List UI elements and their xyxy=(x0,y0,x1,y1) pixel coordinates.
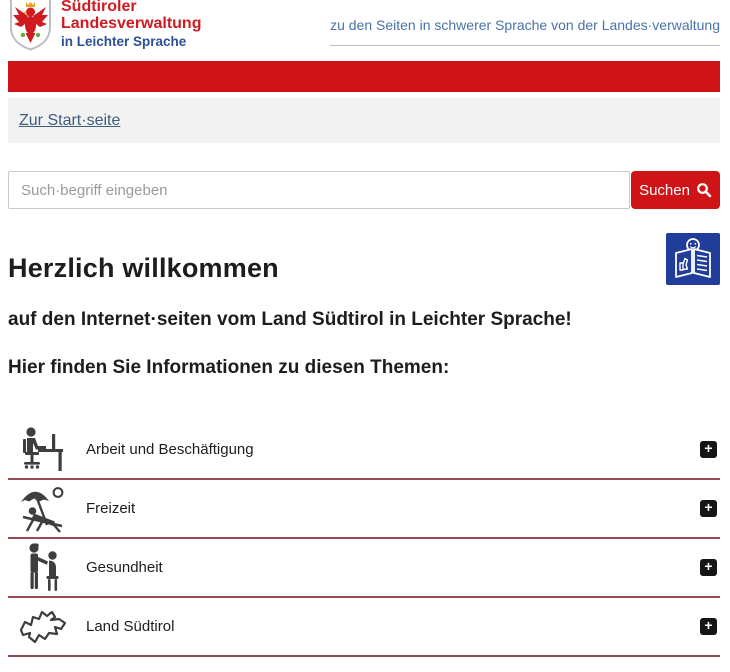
home-link[interactable]: Zur Start·seite xyxy=(19,111,121,129)
topic-row-land-suedtirol[interactable]: Land Südtirol + xyxy=(8,598,720,657)
topic-label: Freizeit xyxy=(86,500,136,517)
topic-row-arbeit[interactable]: Arbeit und Beschäftigung + xyxy=(8,421,720,480)
topics-intro: Hier finden Sie Informationen zu diesen … xyxy=(8,357,450,378)
search-button[interactable]: Suchen xyxy=(631,171,720,209)
search-icon xyxy=(697,183,712,198)
tyrolean-eagle-shield-icon xyxy=(10,0,51,51)
search-bar: Suchen xyxy=(8,171,720,209)
logo-line-2: Landesverwaltung xyxy=(61,15,202,33)
topic-label: Land Südtirol xyxy=(86,618,175,635)
beach-umbrella-icon xyxy=(16,485,70,533)
doctor-patient-icon xyxy=(16,542,70,593)
easy-to-read-logo-icon xyxy=(666,233,720,285)
topic-label: Gesundheit xyxy=(86,559,163,576)
breadcrumb-bar: Zur Start·seite xyxy=(8,98,720,143)
topic-list: Arbeit und Beschäftigung + Freizeit xyxy=(8,421,720,657)
site-logo-text: Südtiroler Landesverwaltung in Leichter … xyxy=(61,0,201,49)
red-divider-bar xyxy=(8,61,720,92)
page-subtitle: auf den Internet·seiten vom Land Südtiro… xyxy=(8,309,572,330)
search-button-label: Suchen xyxy=(639,181,690,199)
page: Südtiroler Landesverwaltung in Leichter … xyxy=(8,0,720,657)
topic-label: Arbeit und Beschäftigung xyxy=(86,441,254,458)
logo-line-1: Südtiroler xyxy=(61,0,137,15)
header: Südtiroler Landesverwaltung in Leichter … xyxy=(8,0,720,56)
expand-plus-icon[interactable]: + xyxy=(700,559,717,576)
expand-plus-icon[interactable]: + xyxy=(700,618,717,635)
logo-line-3: in Leichter Sprache xyxy=(61,33,187,49)
expand-plus-icon[interactable]: + xyxy=(700,500,717,517)
hard-language-link[interactable]: zu den Seiten in schwerer Sprache von de… xyxy=(330,17,720,33)
south-tyrol-map-icon xyxy=(16,607,70,647)
page-title: Herzlich willkommen xyxy=(8,253,279,283)
title-row: Herzlich willkommen xyxy=(8,233,720,285)
hard-language-link-wrap: zu den Seiten in schwerer Sprache von de… xyxy=(330,17,720,46)
search-input[interactable] xyxy=(8,171,630,209)
site-logo[interactable]: Südtiroler Landesverwaltung in Leichter … xyxy=(8,0,201,51)
expand-plus-icon[interactable]: + xyxy=(700,441,717,458)
topic-row-freizeit[interactable]: Freizeit + xyxy=(8,480,720,539)
work-desk-icon xyxy=(16,426,70,473)
topic-row-gesundheit[interactable]: Gesundheit + xyxy=(8,539,720,598)
